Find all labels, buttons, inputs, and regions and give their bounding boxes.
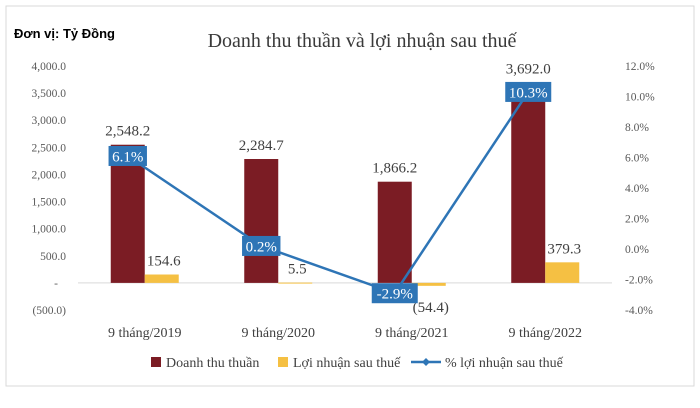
data-label-box-phan-tram: [108, 145, 147, 166]
y-left-tick-label: 1,500.0: [32, 197, 67, 209]
x-tick-label: 9 tháng/2021: [375, 326, 449, 341]
y-left-tick-label: 2,000.0: [32, 169, 67, 181]
bar-doanh-thu-thuan: [511, 82, 546, 283]
y-right-tick-label: 4.0%: [625, 183, 649, 195]
data-label-doanh-thu-thuan: 3,692.0: [506, 62, 551, 78]
bar-doanh-thu-thuan: [377, 181, 412, 283]
legend-label-phan-tram: % lợi nhuận sau thuế: [445, 356, 564, 371]
data-label-loi-nhuan-sau-thue: 154.6: [147, 254, 181, 270]
x-tick-label: 9 tháng/2019: [108, 326, 182, 341]
data-label-phan-tram: 6.1%: [112, 149, 143, 165]
y-right-tick-label: 2.0%: [625, 214, 649, 226]
data-label-box-phan-tram: [505, 81, 552, 102]
data-label-phan-tram: 0.2%: [246, 239, 277, 255]
unit-label: Đơn vị: Tỷ Đồng: [14, 26, 115, 41]
x-tick-label: 9 tháng/2020: [242, 326, 316, 341]
y-left-tick-label: 4,000.0: [32, 61, 67, 73]
data-label-box-phan-tram: [242, 235, 281, 256]
legend: Doanh thu thuần Lợi nhuận sau thuế % lợi n…: [151, 356, 564, 371]
y-right-tick-label: -2.0%: [625, 275, 653, 287]
data-label-loi-nhuan-sau-thue: 379.3: [547, 241, 581, 257]
y-left-tick-label: 3,000.0: [32, 115, 67, 127]
line-phan-tram-loi-nhuan: [127, 91, 530, 295]
data-label-phan-tram: 10.3%: [509, 85, 548, 101]
y-right-tick-label: -4.0%: [625, 305, 653, 317]
y-right-tick-label: 0.0%: [625, 244, 649, 256]
y-left-tick-label: 3,500.0: [32, 88, 67, 100]
y-left-tick-label: 500.0: [40, 251, 66, 263]
data-label-doanh-thu-thuan: 2,548.2: [105, 124, 150, 140]
legend-swatch-doanh-thu-thuan: [151, 357, 161, 367]
y-left-tick-label: -: [54, 278, 58, 290]
bar-loi-nhuan-sau-thue: [411, 282, 446, 286]
legend-label-doanh-thu-thuan: Doanh thu thuần: [166, 356, 259, 371]
y-left-tick-label: 2,500.0: [32, 142, 67, 154]
x-tick-label: 9 tháng/2022: [509, 326, 583, 341]
chart-title: Doanh thu thuần và lợi nhuận sau thuế: [208, 30, 518, 52]
bar-loi-nhuan-sau-thue: [144, 274, 179, 283]
data-label-loi-nhuan-sau-thue: (54.4): [413, 300, 449, 316]
legend-marker-phan-tram: [422, 358, 430, 366]
data-label-doanh-thu-thuan: 1,866.2: [372, 161, 417, 177]
bar-doanh-thu-thuan: [110, 144, 145, 283]
y-right-tick-label: 8.0%: [625, 122, 649, 134]
plot-area: 4,000.0 3,500.0 3,000.0 2,500.0 2,000.0 1,500…: [32, 61, 656, 341]
legend-swatch-loi-nhuan-sau-thue: [278, 357, 288, 367]
data-label-box-phan-tram: [371, 283, 418, 304]
data-label-phan-tram: -2.9%: [377, 287, 413, 303]
y-left-tick-label: (500.0): [32, 305, 66, 317]
y-right-tick-label: 10.0%: [625, 92, 655, 104]
y-right-tick-label: 12.0%: [625, 61, 655, 73]
y-left-tick-label: 1,000.0: [32, 224, 67, 236]
bar-loi-nhuan-sau-thue: [278, 282, 313, 284]
y-right-tick-label: 6.0%: [625, 153, 649, 165]
data-label-doanh-thu-thuan: 2,284.7: [239, 138, 285, 154]
data-label-loi-nhuan-sau-thue: 5.5: [288, 262, 307, 278]
legend-label-loi-nhuan-sau-thue: Lợi nhuận sau thuế: [293, 356, 401, 371]
bar-doanh-thu-thuan: [244, 159, 279, 283]
bar-loi-nhuan-sau-thue: [545, 262, 580, 283]
